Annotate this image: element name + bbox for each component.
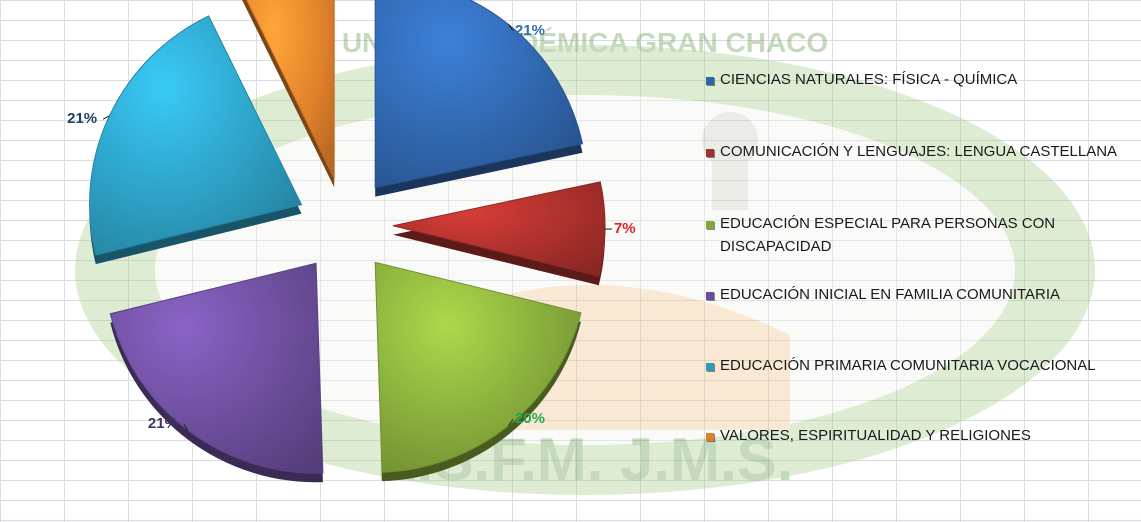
- legend-label: CIENCIAS NATURALES: FÍSICA - QUÍMICA: [720, 71, 1018, 88]
- pie-chart: [89, 0, 612, 483]
- pie-slice-valores: [242, 0, 335, 188]
- data-label-educacion-especial: 20%: [514, 410, 545, 428]
- leader-line-educacion-especial: [508, 419, 514, 426]
- legend-swatch: [706, 221, 714, 229]
- leader-line-educacion-primaria: [102, 115, 110, 120]
- legend-swatch: [706, 363, 714, 371]
- legend-item-ciencias: CIENCIAS NATURALES: FÍSICA - QUÍMICA: [706, 71, 1126, 91]
- legend-label: VALORES, ESPIRITUALIDAD Y RELIGIONES: [720, 427, 1031, 444]
- legend-label: EDUCACIÓN ESPECIAL PARA PERSONAS CON DIS…: [720, 215, 1056, 255]
- leader-line-educacion-inicial: [183, 424, 189, 432]
- legend-label: EDUCACIÓN PRIMARIA COMUNITARIA VOCACIONA…: [720, 357, 1096, 374]
- data-label-educacion-inicial: 21%: [147, 415, 178, 433]
- legend-swatch: [706, 292, 714, 300]
- legend-item-educacion-inicial: EDUCACIÓN INICIAL EN FAMILIA COMUNITARIA: [706, 286, 1126, 306]
- legend-swatch: [706, 149, 714, 157]
- legend-swatch: [706, 433, 714, 441]
- legend-item-educacion-primaria: EDUCACIÓN PRIMARIA COMUNITARIA VOCACIONA…: [706, 357, 1126, 377]
- legend-item-educacion-especial: EDUCACIÓN ESPECIAL PARA PERSONAS CON DIS…: [706, 215, 1126, 258]
- pie-slice-ciencias: [374, 0, 584, 197]
- pie-slice-educacion-primaria: [89, 15, 303, 265]
- legend-swatch: [706, 77, 714, 85]
- legend-item-valores: VALORES, ESPIRITUALIDAD Y RELIGIONES: [706, 427, 1126, 447]
- data-label-ciencias: 21%: [514, 21, 545, 39]
- legend-label: COMUNICACIÓN Y LENGUAJES: LENGUA CASTELL…: [720, 143, 1118, 160]
- pie-slice-educacion-inicial: [109, 262, 324, 483]
- pie-slice-comunicacion: [392, 181, 606, 286]
- data-label-comunicacion: 7%: [613, 220, 636, 238]
- pie-slice-educacion-especial: [374, 261, 582, 482]
- legend-label: EDUCACIÓN INICIAL EN FAMILIA COMUNITARIA: [720, 286, 1061, 303]
- legend-item-comunicacion: COMUNICACIÓN Y LENGUAJES: LENGUA CASTELL…: [706, 143, 1126, 163]
- leader-line-ciencias: [508, 24, 514, 31]
- data-label-educacion-primaria: 21%: [67, 110, 98, 128]
